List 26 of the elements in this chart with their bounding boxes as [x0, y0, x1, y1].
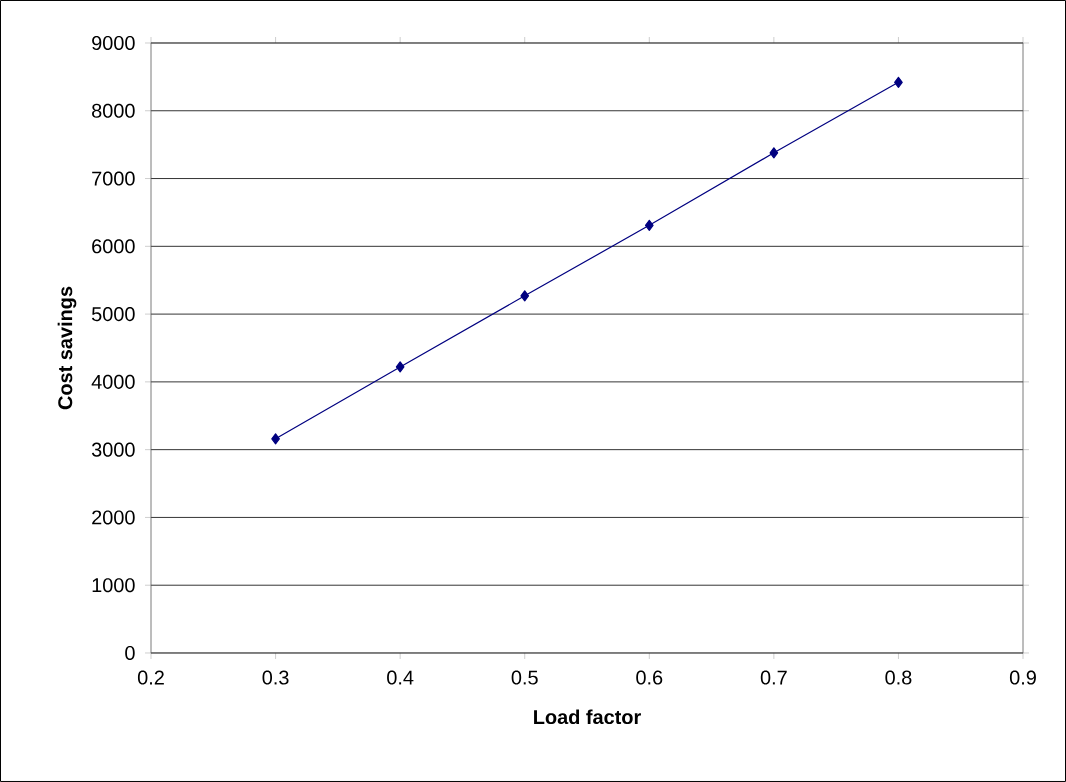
y-tick-label: 6000	[92, 239, 135, 254]
x-axis-title: Load factor	[534, 709, 641, 725]
point	[395, 361, 405, 373]
y-tick-label: 2000	[92, 510, 135, 525]
x-tick-label: 0.6	[636, 670, 663, 685]
y-tick-label: 5000	[91, 307, 135, 322]
x-tick-label: 0.4	[387, 670, 414, 685]
y-tick-label: 1000	[92, 578, 135, 593]
point	[644, 219, 654, 231]
y-tick-label: 4000	[91, 374, 135, 389]
y-tick-label: 3000	[91, 442, 135, 457]
y-tick-label: 8000	[92, 103, 135, 118]
y-tick-label: 9000	[92, 35, 135, 51]
y-tick-label: 0	[125, 645, 135, 661]
x-tick-label: 0.3	[262, 670, 289, 685]
x-tick-label: 0.8	[885, 670, 912, 685]
x-tick-label: 0.2	[137, 670, 164, 685]
point	[894, 76, 903, 88]
point	[769, 147, 779, 159]
y-axis-title: Cost savings	[57, 286, 77, 410]
x-tick-label: 0.7	[760, 670, 787, 685]
y-tick-label: 7000	[92, 171, 135, 186]
x-tick-label: 0.5	[511, 670, 538, 685]
x-tick-label: 0.9	[1009, 670, 1036, 685]
point	[520, 290, 530, 302]
point	[271, 433, 280, 445]
